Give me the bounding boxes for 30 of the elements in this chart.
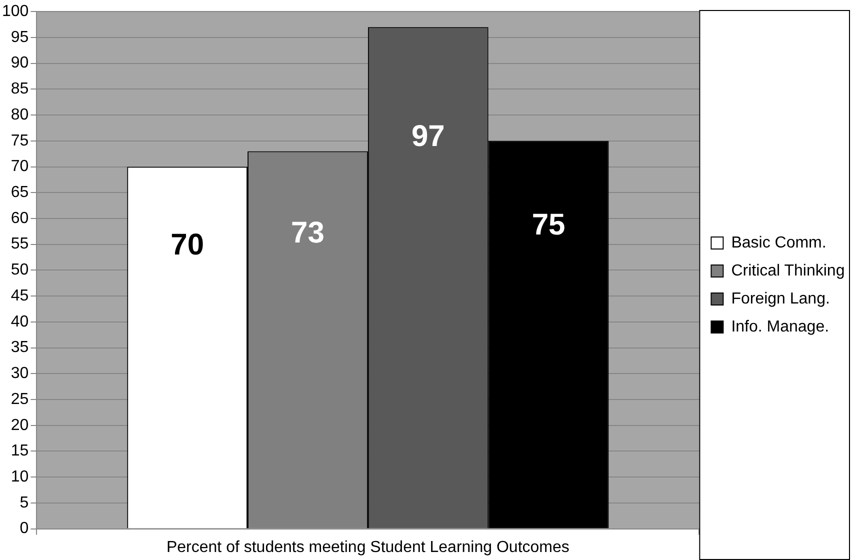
data-label: 75 [532,208,566,242]
legend-label: Foreign Lang. [731,290,830,308]
y-tick-label: 75 [10,132,29,150]
data-label: 97 [411,120,445,153]
y-tick-label: 20 [10,416,29,434]
y-tick-label: 85 [10,80,29,98]
y-tick-label: 95 [10,28,29,46]
y-tick-label: 5 [20,494,29,512]
y-tick-label: 25 [10,390,29,408]
legend-label: Info. Manage. [731,318,830,336]
y-tick-label: 10 [10,468,29,486]
y-tick-label: 55 [10,236,29,253]
y-tick-label: 60 [10,210,29,227]
legend-label: Critical Thinking [731,262,845,280]
data-label: 70 [170,228,204,262]
y-tick-label: 80 [10,106,29,124]
y-tick-label: 40 [10,313,29,330]
x-tick-label: Percent of students meeting Student Learning Outcomes [166,538,570,556]
y-tick-label: 0 [20,520,29,538]
y-tick-label: 90 [10,54,29,72]
y-tick-label: 65 [10,184,29,202]
y-tick-label: 30 [10,365,29,382]
y-tick-label: 35 [10,339,29,356]
y-tick-label: 15 [10,442,29,460]
y-tick-label: 70 [10,158,29,176]
y-tick-label: 45 [10,287,29,304]
y-tick-label: 50 [10,262,29,279]
data-label: 73 [291,216,324,250]
y-tick-label: 100 [2,3,29,20]
legend-label: Basic Comm. [731,234,826,252]
